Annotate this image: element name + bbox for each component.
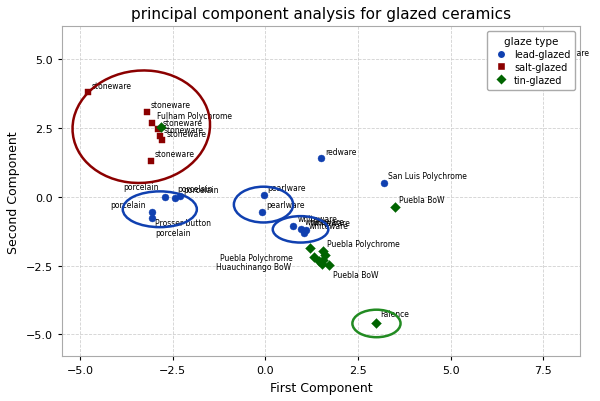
Text: stoneware: stoneware (164, 125, 204, 134)
Point (314, 258, 324, 264)
Point (379, 180, 389, 187)
Text: stoneware: stoneware (550, 49, 590, 57)
Text: whiteware: whiteware (298, 215, 337, 223)
Text: Faience: Faience (380, 309, 410, 318)
Text: stoneware: stoneware (167, 130, 206, 138)
Point (535, 51, 544, 58)
Text: Prosser button
porcelain: Prosser button porcelain (155, 218, 211, 237)
Point (299, 231, 309, 237)
Legend: lead-glazed, salt-glazed, tin-glazed: lead-glazed, salt-glazed, tin-glazed (487, 32, 575, 90)
Point (83, 90, 92, 96)
Point (259, 192, 268, 198)
Text: stoneware: stoneware (162, 118, 202, 128)
Point (371, 320, 381, 327)
Text: porcelain: porcelain (178, 184, 213, 193)
Text: stoneware: stoneware (151, 101, 191, 109)
Point (155, 134, 164, 140)
Text: Puebla BoW: Puebla BoW (333, 270, 379, 279)
Text: Puebla Polychrome: Puebla Polychrome (327, 239, 400, 248)
Text: pearlware: pearlware (268, 183, 306, 192)
Point (257, 209, 266, 216)
Point (148, 209, 157, 216)
Point (296, 226, 305, 232)
Text: pearlware: pearlware (266, 201, 304, 210)
Point (390, 204, 400, 210)
Point (324, 262, 334, 269)
Text: Fulham Polychrome: Fulham Polychrome (157, 111, 232, 121)
Text: Huauchinango BoW: Huauchinango BoW (216, 263, 292, 271)
Text: porcelain: porcelain (111, 201, 146, 210)
Text: whiteware: whiteware (310, 219, 350, 227)
Text: Puebla Polychrome: Puebla Polychrome (220, 253, 292, 262)
Text: whiteware: whiteware (305, 217, 344, 226)
Title: principal component analysis for glazed ceramics: principal component analysis for glazed … (131, 7, 511, 22)
Text: redware: redware (325, 147, 356, 156)
Point (309, 255, 319, 261)
Point (316, 156, 326, 162)
Point (158, 138, 167, 144)
Point (175, 194, 185, 200)
Point (142, 109, 152, 115)
Point (156, 124, 166, 131)
Point (318, 248, 328, 254)
Point (301, 227, 311, 233)
Point (148, 215, 157, 221)
Point (146, 158, 155, 165)
Point (148, 120, 157, 126)
Point (305, 245, 314, 251)
Point (320, 252, 329, 258)
Text: Puebla BoW: Puebla BoW (399, 195, 445, 204)
Text: San Luis Polychrome: San Luis Polychrome (388, 172, 467, 181)
Text: stoneware: stoneware (155, 150, 195, 159)
X-axis label: First Component: First Component (269, 381, 372, 394)
Text: porcelain: porcelain (124, 183, 159, 192)
Point (153, 127, 163, 134)
Text: stoneware: stoneware (92, 81, 132, 90)
Text: porcelain: porcelain (183, 185, 218, 194)
Text: whiteware: whiteware (308, 222, 348, 231)
Point (289, 223, 298, 229)
Point (170, 196, 179, 202)
Point (317, 261, 326, 268)
Point (161, 194, 170, 200)
Text: saltware: saltware (536, 37, 569, 47)
Y-axis label: Second Component: Second Component (7, 131, 20, 253)
Point (542, 57, 551, 63)
Point (318, 257, 328, 264)
